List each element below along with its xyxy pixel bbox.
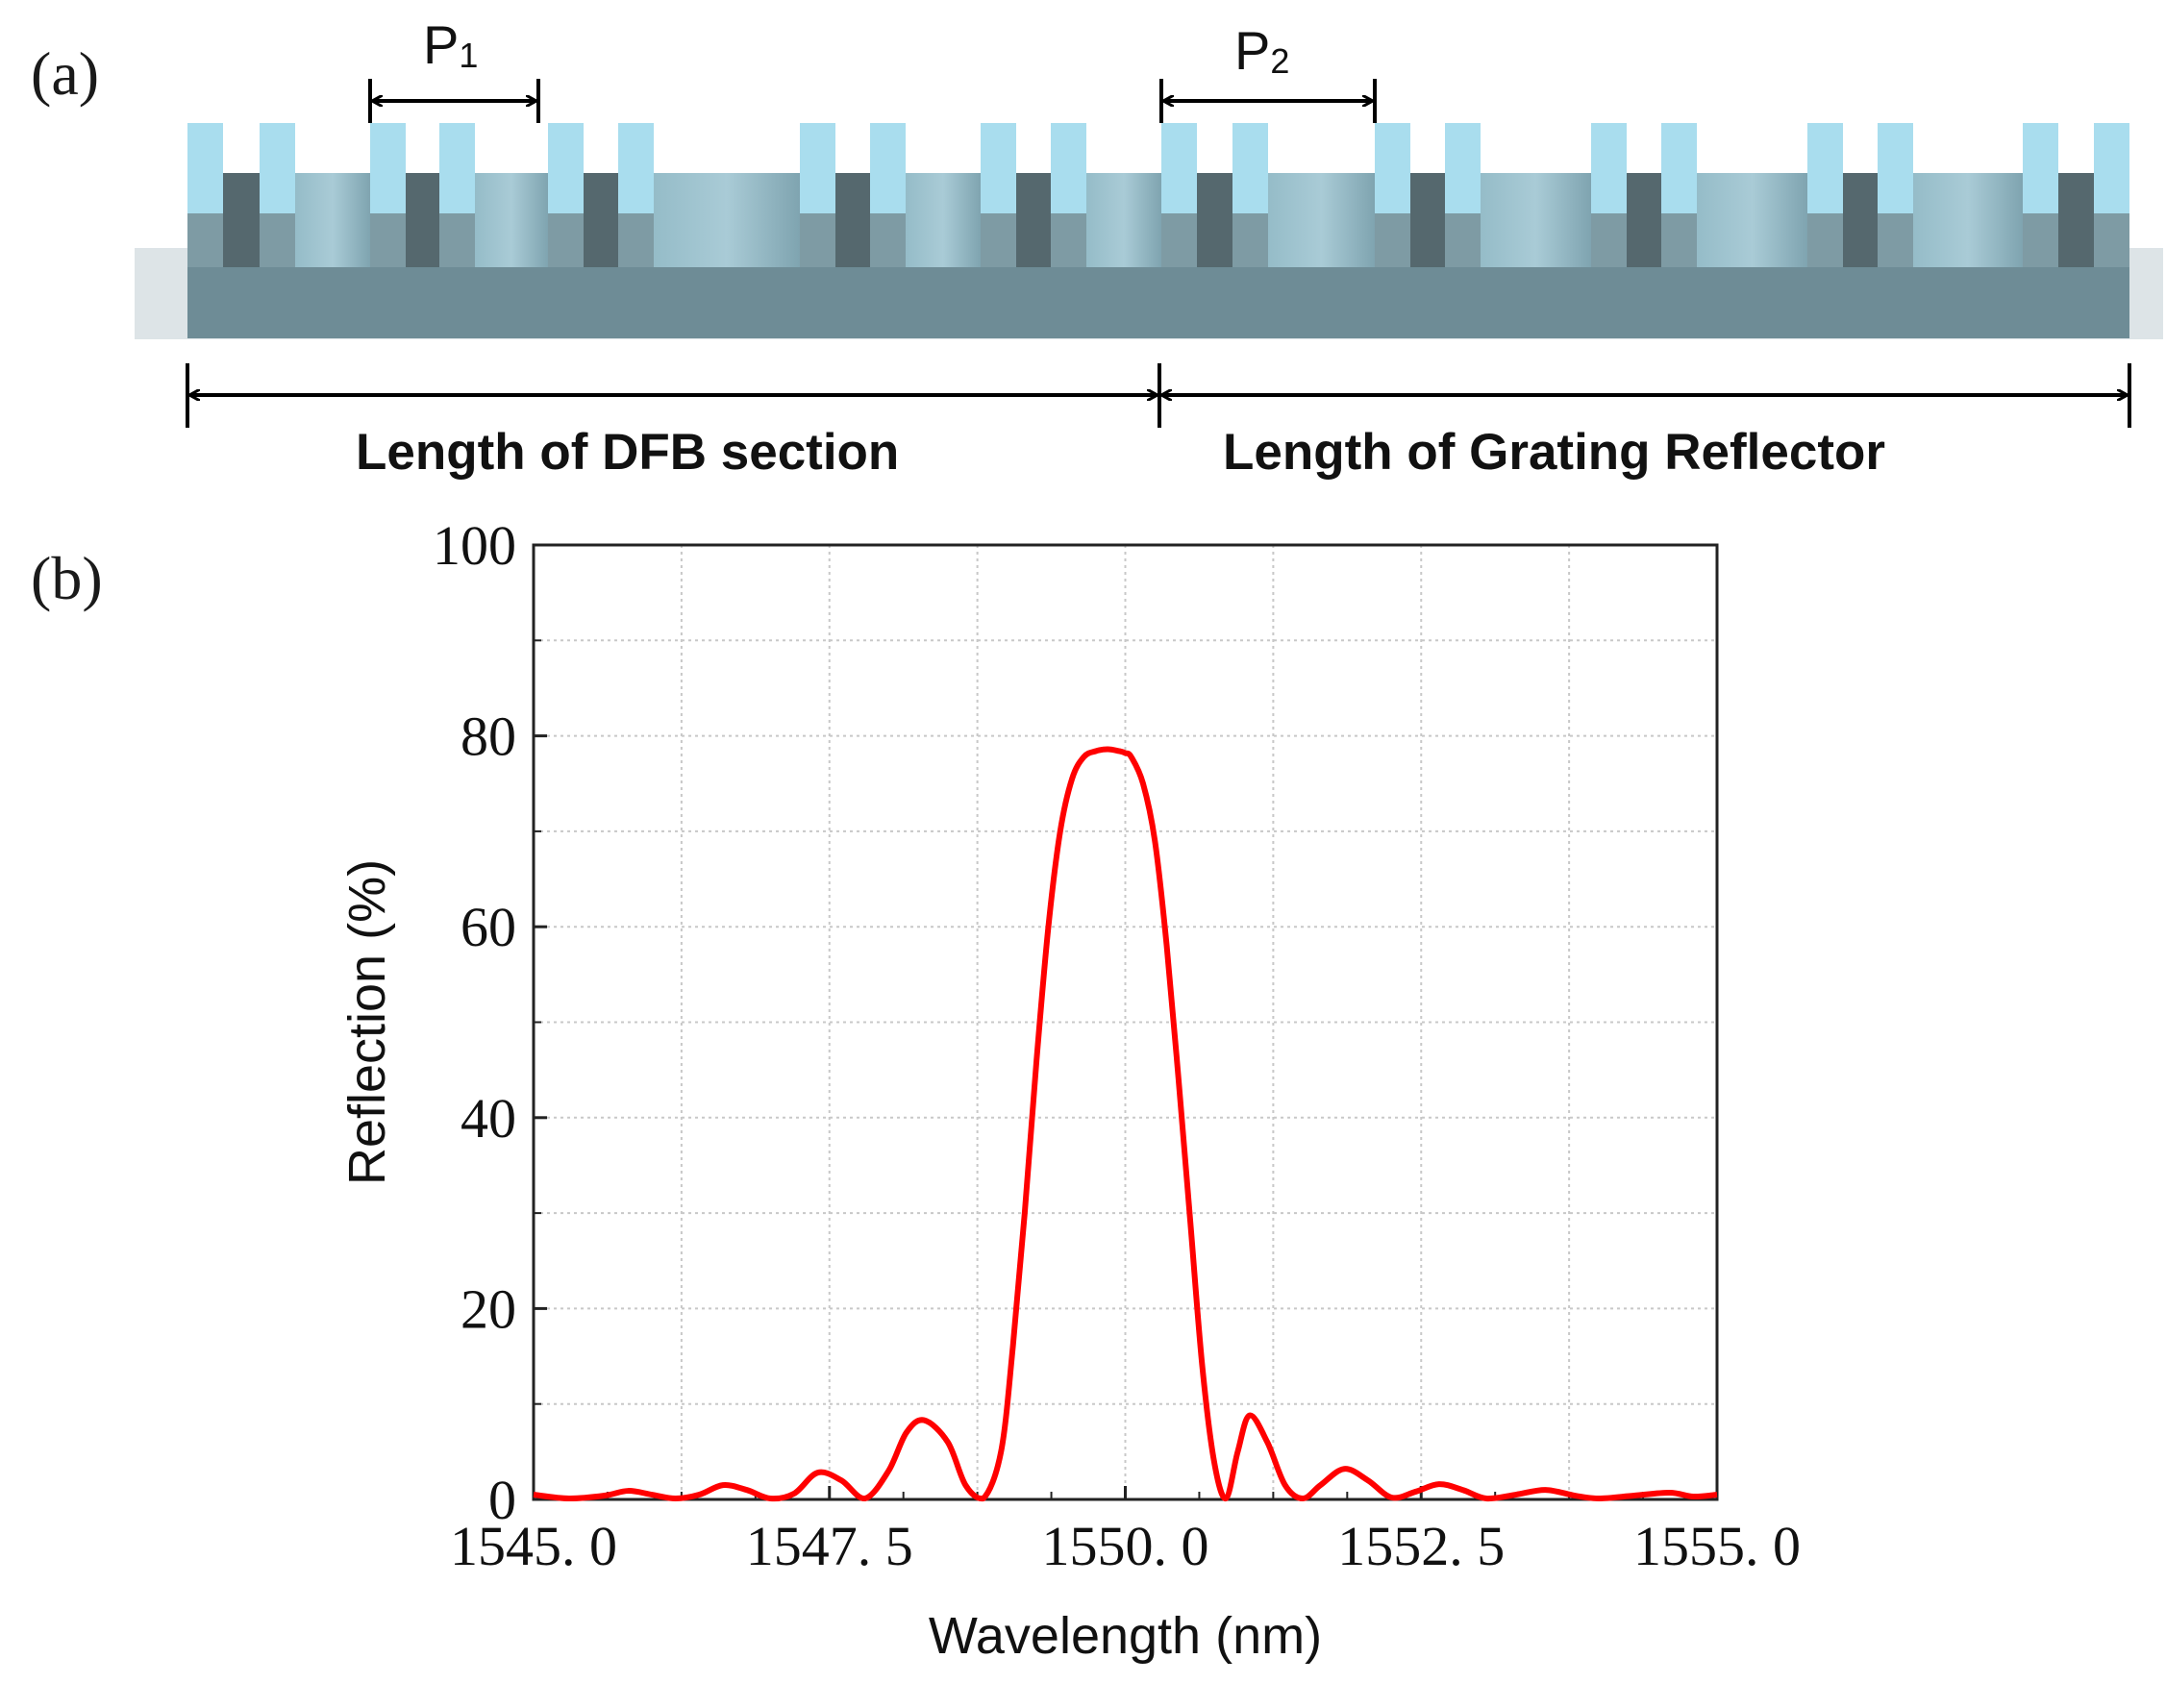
y-axis-label: Reflection (%) xyxy=(338,859,396,1185)
dfb-section-label: Length of DFB section xyxy=(356,424,900,481)
y-tick-label: 0 xyxy=(488,1469,516,1531)
grating-tooth xyxy=(370,123,406,213)
pitch-p2-label: P2 xyxy=(1234,20,1290,81)
grating-tooth xyxy=(1161,123,1197,213)
grating-tooth xyxy=(1591,123,1627,213)
grating-tooth xyxy=(260,123,295,213)
x-tick-label: 1552. 5 xyxy=(1337,1515,1505,1577)
y-tick-label: 20 xyxy=(461,1277,516,1340)
grating-tooth xyxy=(1661,123,1697,213)
grating-tooth xyxy=(618,123,654,213)
groove-dark xyxy=(1627,173,1661,267)
groove-dark xyxy=(223,173,260,267)
y-tick-label: 100 xyxy=(433,526,516,577)
groove-dark xyxy=(1016,173,1051,267)
x-tick-label: 1545. 0 xyxy=(450,1515,617,1577)
grating-tooth xyxy=(1445,123,1481,213)
grating-tooth xyxy=(1051,123,1086,213)
grating-tooth xyxy=(548,123,584,213)
grating-tooth xyxy=(2094,123,2129,213)
reflection-series-line xyxy=(533,746,1718,1502)
grating-tooth xyxy=(800,123,835,213)
groove-dark xyxy=(406,173,439,267)
groove-dark xyxy=(2058,173,2094,267)
groove-light xyxy=(475,173,548,267)
y-tick-label: 40 xyxy=(461,1087,516,1150)
reflection-chart: 1545. 0 1547. 5 1550. 0 1552. 5 1555. 0 0 20 40… xyxy=(338,526,1801,1665)
panel-b-label: (b) xyxy=(31,544,103,612)
groove-dark xyxy=(1197,173,1232,267)
panel-a-label: (a) xyxy=(31,39,100,108)
grating-tooth xyxy=(1232,123,1268,213)
groove-light xyxy=(1697,173,1807,267)
grating-reflector-label: Length of Grating Reflector xyxy=(1223,424,1885,481)
groove-light xyxy=(1913,173,2023,267)
x-tick-label: 1547. 5 xyxy=(746,1515,913,1577)
groove-group xyxy=(223,173,2094,267)
x-axis-label: Wavelength (nm) xyxy=(929,1607,1322,1665)
y-tick-label: 60 xyxy=(461,896,516,958)
groove-light xyxy=(1481,173,1591,267)
groove-light xyxy=(1086,173,1161,267)
groove-light xyxy=(1268,173,1375,267)
grating-tooth xyxy=(2023,123,2058,213)
x-tick-label: 1550. 0 xyxy=(1042,1515,1209,1577)
groove-dark xyxy=(1410,173,1445,267)
grating-tooth xyxy=(439,123,475,213)
x-tick-label: 1555. 0 xyxy=(1633,1515,1801,1577)
grating-tooth xyxy=(1375,123,1410,213)
tooth-group xyxy=(187,123,2129,213)
groove-light xyxy=(906,173,981,267)
groove-dark xyxy=(1843,173,1878,267)
pitch-p1-label: P1 xyxy=(423,14,479,75)
grating-tooth xyxy=(187,123,223,213)
grating-tooth xyxy=(870,123,906,213)
groove-dark xyxy=(835,173,870,267)
grating-tooth xyxy=(981,123,1016,213)
y-tick-label: 80 xyxy=(461,705,516,768)
groove-light xyxy=(295,173,370,267)
grating-tooth xyxy=(1878,123,1913,213)
groove-dark xyxy=(584,173,618,267)
grating-tooth xyxy=(1807,123,1843,213)
groove-light xyxy=(654,173,800,267)
grating-diagram xyxy=(135,79,2163,428)
